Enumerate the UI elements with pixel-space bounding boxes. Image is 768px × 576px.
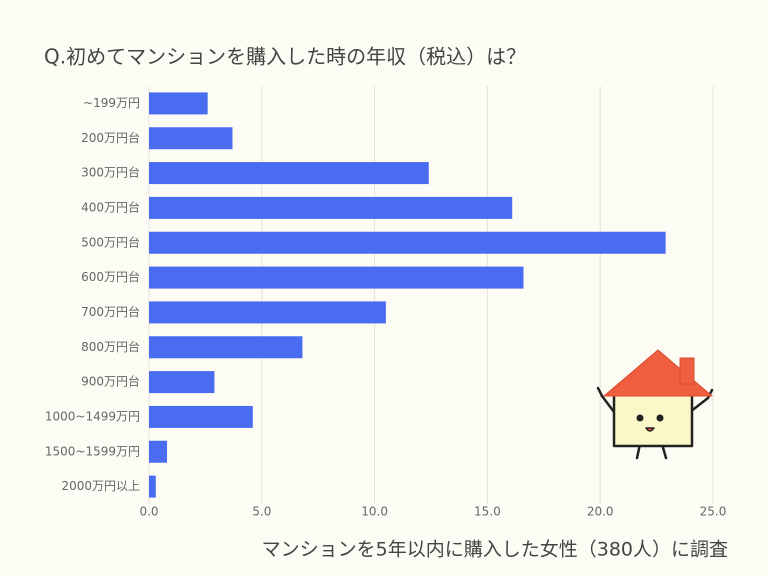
bar xyxy=(149,475,156,498)
bar xyxy=(149,127,233,150)
plot: 0.0 5.0 10.0 15.0 20.0 25.0 ~199万円 200万円台 300万円台… xyxy=(45,86,727,519)
y-tick-label: 200万円台 xyxy=(81,130,140,145)
y-tick-label: ~199万円 xyxy=(83,96,140,110)
chart-title: Q.初めてマンションを購入した時の年収（税込）は？ xyxy=(44,45,526,69)
y-tick-label: 800万円台 xyxy=(81,339,140,354)
bar xyxy=(149,231,666,254)
bar xyxy=(149,301,386,324)
x-tick-label: 15.0 xyxy=(474,505,501,519)
y-tick-label: 600万円台 xyxy=(81,269,140,284)
y-tick-label: 500万円台 xyxy=(81,234,140,249)
bar xyxy=(149,196,513,219)
y-tick-label: 2000万円以上 xyxy=(61,479,140,493)
bar xyxy=(149,162,429,185)
y-tick-label: 1500~1599万円 xyxy=(45,444,140,458)
y-tick-label: 1000~1499万円 xyxy=(45,409,140,423)
y-tick-label: 700万円台 xyxy=(81,304,140,319)
bar xyxy=(149,92,208,115)
y-tick-label: 400万円台 xyxy=(81,199,140,214)
house-illustration xyxy=(596,349,714,460)
bar xyxy=(149,336,303,359)
bar xyxy=(149,371,215,394)
x-tick-label: 10.0 xyxy=(361,505,388,519)
bar xyxy=(149,266,524,289)
bar xyxy=(149,405,253,428)
y-tick-label: 900万円台 xyxy=(81,374,140,389)
x-tick-label: 5.0 xyxy=(252,505,271,519)
chart-note: マンションを5年以内に購入した女性（380人）に調査 xyxy=(262,539,728,561)
x-tick-label: 25.0 xyxy=(700,505,727,519)
bar xyxy=(149,440,168,463)
x-tick-label: 0.0 xyxy=(139,505,158,519)
x-tick-label: 20.0 xyxy=(587,505,614,519)
y-tick-label: 300万円台 xyxy=(81,165,140,180)
